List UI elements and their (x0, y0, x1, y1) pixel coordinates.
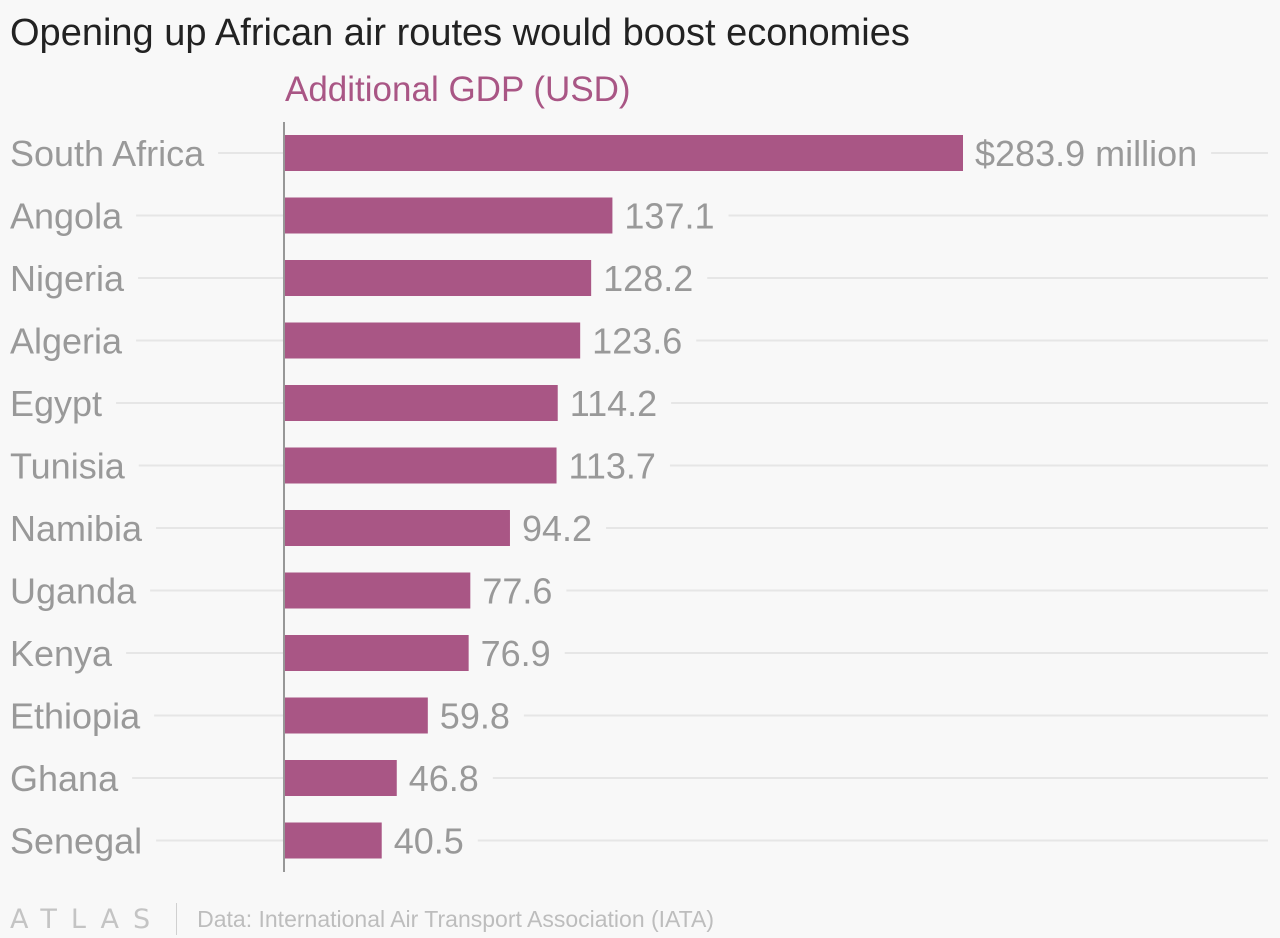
bar (285, 447, 557, 484)
bar (285, 510, 510, 546)
bar (285, 197, 613, 234)
atlas-logo: ATLAS (10, 903, 165, 935)
category-label: Senegal (10, 821, 142, 862)
bars (285, 135, 963, 859)
bar (285, 572, 471, 609)
series-label: Additional GDP (USD) (285, 70, 631, 109)
bar (285, 697, 428, 734)
category-label: Ethiopia (10, 696, 141, 737)
chart-footer: ATLAS Data: International Air Transport … (10, 900, 714, 938)
value-labels: $283.9 million 137.1 128.2 123.6 114.2 113.7 9… (394, 133, 1197, 862)
value-label: $283.9 million (975, 133, 1197, 174)
value-label: 123.6 (592, 321, 682, 362)
category-label: Angola (10, 196, 123, 237)
bar (285, 760, 397, 796)
value-label: 128.2 (603, 258, 693, 299)
category-label: Tunisia (10, 446, 126, 487)
value-label: 137.1 (624, 196, 714, 237)
category-label: Kenya (10, 633, 113, 674)
chart-title: Opening up African air routes would boos… (10, 12, 910, 54)
category-label: Algeria (10, 321, 123, 362)
value-label: 76.9 (481, 633, 551, 674)
value-label: 59.8 (440, 696, 510, 737)
source-note: Data: International Air Transport Associ… (197, 905, 715, 932)
footer-divider (176, 903, 178, 935)
category-label: Uganda (10, 571, 137, 612)
bar (285, 822, 382, 859)
value-label: 114.2 (570, 383, 657, 424)
value-label: 77.6 (482, 571, 552, 612)
value-label: 94.2 (522, 508, 592, 549)
value-label: 40.5 (394, 821, 464, 862)
value-label: 46.8 (409, 758, 479, 799)
bar (285, 322, 581, 359)
category-labels: South Africa Angola Nigeria Algeria Egypt Tun… (10, 133, 205, 862)
bar (285, 385, 558, 421)
bar (285, 135, 963, 171)
value-label: 113.7 (569, 446, 656, 487)
category-label: Namibia (10, 508, 143, 549)
category-label: Egypt (10, 383, 102, 424)
bar (285, 635, 469, 671)
gridlines (116, 152, 1268, 842)
category-label: Nigeria (10, 258, 125, 299)
bar-chart: Additional GDP (USD) South Africa Angola N… (10, 70, 1268, 872)
category-label: Ghana (10, 758, 119, 799)
category-label: South Africa (10, 133, 205, 174)
bar (285, 260, 592, 296)
